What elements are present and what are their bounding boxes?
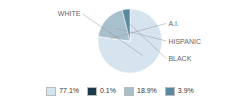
svg-text:HISPANIC: HISPANIC [168,38,201,45]
svg-text:BLACK: BLACK [168,55,191,62]
html-text:3.9%: 3.9% [177,87,194,94]
html-text:18.9%: 18.9% [137,87,157,94]
html-text:0.1%: 0.1% [100,87,116,94]
svg-text:A.I.: A.I. [168,20,179,27]
svg-text:WHITE: WHITE [58,10,81,17]
html-text:77.1%: 77.1% [59,87,79,94]
